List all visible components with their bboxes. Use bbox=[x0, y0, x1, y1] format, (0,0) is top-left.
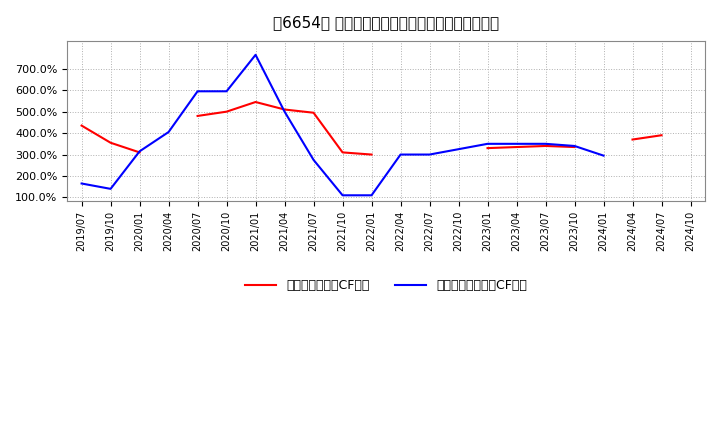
有利子負債営業CF比率 bbox=[367, 152, 376, 157]
有利子負債フリーCF比率 bbox=[367, 193, 376, 198]
有利子負債営業CF比率 bbox=[280, 107, 289, 112]
有利子負債フリーCF比率 bbox=[164, 129, 173, 135]
有利子負債営業CF比率 bbox=[193, 114, 202, 119]
Line: 有利子負債営業CF比率: 有利子負債営業CF比率 bbox=[81, 102, 662, 175]
有利子負債営業CF比率 bbox=[107, 140, 115, 145]
有利子負債営業CF比率 bbox=[251, 99, 260, 105]
有利子負債フリーCF比率 bbox=[222, 88, 231, 94]
有利子負債フリーCF比率 bbox=[599, 153, 608, 158]
有利子負債営業CF比率 bbox=[512, 144, 521, 150]
有利子負債フリーCF比率 bbox=[454, 147, 463, 152]
有利子負債フリーCF比率 bbox=[338, 193, 347, 198]
有利子負債フリーCF比率 bbox=[686, 194, 695, 199]
有利子負債フリーCF比率 bbox=[193, 88, 202, 94]
有利子負債営業CF比率 bbox=[135, 150, 144, 155]
有利子負債フリーCF比率 bbox=[570, 143, 579, 149]
有利子負債営業CF比率 bbox=[657, 132, 666, 138]
有利子負債営業CF比率 bbox=[483, 146, 492, 151]
有利子負債営業CF比率 bbox=[222, 109, 231, 114]
有利子負債フリーCF比率 bbox=[309, 157, 318, 162]
有利子負債営業CF比率 bbox=[309, 110, 318, 115]
有利子負債営業CF比率 bbox=[426, 172, 434, 178]
有利子負債フリーCF比率 bbox=[512, 141, 521, 147]
有利子負債フリーCF比率 bbox=[107, 186, 115, 191]
Legend: 有利子負債営業CF比率, 有利子負債フリーCF比率: 有利子負債営業CF比率, 有利子負債フリーCF比率 bbox=[240, 274, 532, 297]
有利子負債営業CF比率 bbox=[338, 150, 347, 155]
有利子負債フリーCF比率 bbox=[251, 52, 260, 58]
有利子負債営業CF比率 bbox=[628, 137, 636, 142]
Title: ［6654］ 有利子負債キャッシュフロー比率の推移: ［6654］ 有利子負債キャッシュフロー比率の推移 bbox=[273, 15, 499, 30]
有利子負債フリーCF比率 bbox=[426, 152, 434, 157]
有利子負債営業CF比率 bbox=[77, 123, 86, 128]
Line: 有利子負債フリーCF比率: 有利子負債フリーCF比率 bbox=[81, 55, 690, 196]
有利子負債フリーCF比率 bbox=[483, 141, 492, 147]
有利子負債フリーCF比率 bbox=[541, 141, 550, 147]
有利子負債フリーCF比率 bbox=[135, 149, 144, 154]
有利子負債フリーCF比率 bbox=[396, 152, 405, 157]
有利子負債営業CF比率 bbox=[541, 143, 550, 149]
有利子負債営業CF比率 bbox=[570, 144, 579, 150]
有利子負債フリーCF比率 bbox=[77, 181, 86, 186]
有利子負債フリーCF比率 bbox=[280, 109, 289, 114]
